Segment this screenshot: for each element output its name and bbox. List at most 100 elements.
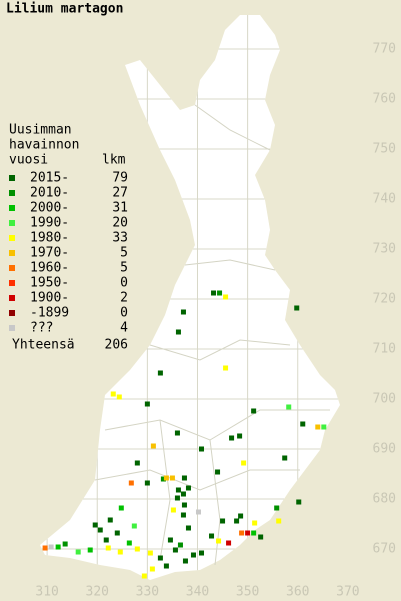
legend-label: -1899 [30,306,69,321]
observation-square [216,538,222,544]
observation-square [251,530,257,536]
legend-swatch [9,175,15,181]
observation-square [118,505,124,511]
y-tick-label: 670 [373,542,396,557]
legend-swatch [9,250,15,256]
observation-square [103,537,109,543]
observation-square [174,495,180,501]
observation-square [234,518,240,524]
y-tick-label: 740 [373,192,396,207]
observation-square [134,460,140,466]
observation-square [131,523,137,529]
y-tick-label: 680 [373,492,396,507]
y-tick-label: 700 [373,392,396,407]
observation-square [241,460,247,466]
land [40,15,340,580]
observation-square [198,550,205,556]
y-tick-label: 770 [373,42,396,57]
observation-square [274,505,280,511]
y-tick-label: 710 [373,342,396,357]
observation-square [105,545,111,551]
legend-heading: Uusimman [9,123,72,138]
total-count: 206 [105,338,128,353]
observation-square [141,573,147,579]
observation-square [286,404,292,410]
observation-square [215,469,221,475]
observation-square [169,475,175,481]
observation-square [300,421,306,427]
observation-square [157,555,163,561]
observation-square [180,491,186,497]
y-tick-label: 690 [373,442,396,457]
x-tick-label: 340 [186,585,209,600]
legend-swatch [9,190,15,196]
observation-square [223,294,229,300]
legend-swatch [9,205,15,211]
observation-square [87,547,93,553]
observation-square [223,365,229,371]
legend-heading: vuosi [9,153,48,168]
observation-square [181,502,187,508]
legend-heading: havainnon [9,138,79,153]
observation-square [116,394,122,400]
observation-square [245,530,251,536]
observation-square [258,534,264,540]
observation-square [150,443,156,449]
legend-swatch [9,325,15,331]
y-tick-label: 760 [373,92,396,107]
legend-label: 1980- [30,231,69,246]
total-label: Yhteensä [12,338,75,353]
x-tick-label: 310 [35,585,58,600]
observation-square [163,475,169,481]
observation-square [220,518,226,524]
y-tick-label: 720 [373,292,396,307]
observation-square [149,566,155,572]
legend-count: 4 [120,321,128,336]
observation-square [239,530,245,536]
observation-square [321,424,327,430]
x-tick-label: 320 [86,585,109,600]
legend-label: 2000- [30,201,69,216]
legend-label: 1900- [30,291,69,306]
legend-count: 33 [112,231,128,246]
legend-swatch [9,265,15,271]
observation-square [226,540,232,546]
observation-square [175,487,181,493]
legend-label: 1950- [30,276,69,291]
legend-count: 31 [112,201,128,216]
legend-count: 79 [112,171,128,186]
x-tick-label: 360 [286,585,309,600]
y-tick-label: 730 [373,242,396,257]
observation-square [229,435,235,441]
observation-square [252,520,258,526]
observation-square [48,544,54,550]
legend-label: 2015- [30,171,69,186]
observation-square [185,525,191,531]
observation-square [157,370,163,376]
observation-square [190,552,196,558]
legend-count: 5 [120,246,128,261]
observation-square [147,550,153,556]
observation-square [181,475,187,481]
observation-square [126,540,132,546]
observation-square [282,455,288,461]
observation-square [182,558,188,564]
observation-square [163,563,169,569]
legend-label: 1990- [30,216,69,231]
observation-square [144,401,150,407]
observation-square [180,309,186,315]
map-title: Lilium martagon [6,2,123,17]
observation-square [62,541,68,547]
legend-swatch [9,280,15,286]
observation-square [75,549,81,555]
legend-label: ??? [30,321,53,336]
legend-count: 27 [112,186,128,201]
legend-count-heading: lkm [102,153,126,168]
legend-swatch [9,295,15,301]
x-tick-label: 330 [136,585,159,600]
legend-label: 2010- [30,186,69,201]
observation-square [198,446,205,452]
observation-square [180,512,186,518]
